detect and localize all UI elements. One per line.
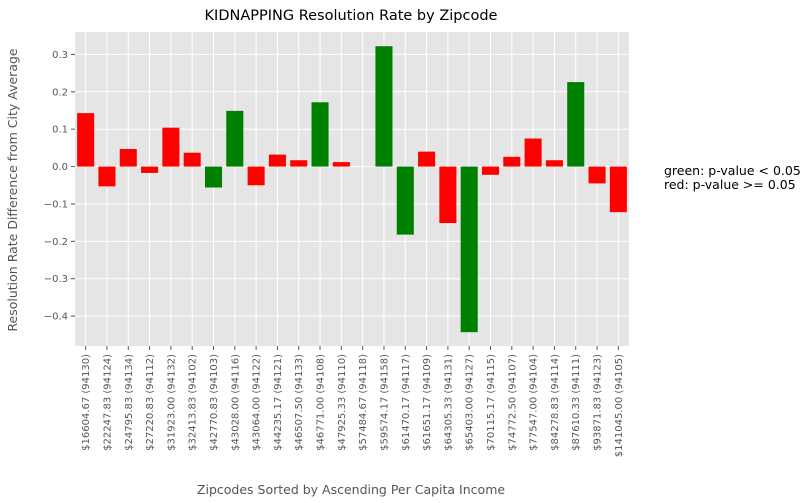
x-tick-label: $77547.00 (94104) <box>529 354 540 451</box>
x-tick-label: $46771.00 (94108) <box>316 354 327 451</box>
x-tick-label: $70115.17 (94115) <box>486 354 497 451</box>
legend-note-red: red: p-value >= 0.05 <box>664 177 796 192</box>
bar <box>290 160 308 167</box>
bar <box>418 151 436 167</box>
plot-area <box>75 32 629 346</box>
x-tick-label: $42770.83 (94103) <box>209 354 220 451</box>
x-tick-label: $64305.33 (94131) <box>443 354 454 451</box>
x-tick-label: $93871.83 (94123) <box>593 354 604 451</box>
y-tick-label: −0.1 <box>44 199 68 210</box>
bar <box>247 166 265 186</box>
y-axis-label: Resolution Rate Difference from City Ave… <box>5 48 20 332</box>
y-tick-label: −0.4 <box>44 312 68 323</box>
chart-title: KIDNAPPING Resolution Rate by Zipcode <box>205 8 498 24</box>
x-tick-label: $59574.17 (94158) <box>379 354 390 451</box>
y-axis-ticks: −0.4 −0.3 −0.2 −0.1 0.0 0.1 0.2 0.3 <box>44 50 75 323</box>
x-tick-label: $22247.83 (94124) <box>102 354 113 451</box>
bar <box>588 166 606 184</box>
x-tick-label: $44235.17 (94121) <box>273 354 284 451</box>
x-tick-label: $61470.17 (94117) <box>401 354 412 451</box>
x-tick-label: $43064.00 (94122) <box>252 354 263 451</box>
bar <box>460 166 478 333</box>
x-axis-ticks: $16604.67 (94130) $22247.83 (94124) $24795… <box>81 346 625 457</box>
bar <box>204 166 223 188</box>
bar <box>567 82 585 167</box>
bar <box>524 138 542 167</box>
bar <box>503 156 521 167</box>
bar <box>609 166 627 213</box>
bar <box>396 166 414 235</box>
x-tick-label: $31923.00 (94132) <box>166 354 177 451</box>
x-tick-label: $61651.17 (94109) <box>422 354 433 451</box>
x-tick-label: $27220.83 (94112) <box>145 354 156 451</box>
x-tick-label: $65403.00 (94127) <box>465 354 476 451</box>
y-tick-label: 0.3 <box>52 50 68 61</box>
bar <box>375 46 393 167</box>
bar <box>545 160 563 167</box>
y-tick-label: −0.3 <box>44 274 68 285</box>
x-tick-label: $84278.83 (94114) <box>550 354 561 451</box>
y-tick-label: 0.2 <box>52 87 68 98</box>
x-tick-label: $87610.33 (94111) <box>571 354 582 451</box>
bar <box>77 113 95 167</box>
x-tick-label: $74772.50 (94107) <box>507 354 518 451</box>
bar <box>311 102 329 167</box>
bar <box>481 166 500 175</box>
x-tick-label: $16604.67 (94130) <box>81 354 92 451</box>
bar <box>119 149 137 167</box>
bars <box>77 46 627 333</box>
y-tick-label: 0.0 <box>52 162 68 173</box>
x-tick-label: $57484.67 (94118) <box>358 354 369 451</box>
bar <box>183 152 201 167</box>
legend-note-green: green: p-value < 0.05 <box>664 163 801 178</box>
x-tick-label: $46507.50 (94133) <box>294 354 305 451</box>
bar <box>268 154 286 167</box>
bar <box>226 110 244 167</box>
bar <box>141 166 159 173</box>
bar <box>162 127 180 167</box>
bar <box>439 166 457 224</box>
x-tick-label: $141045.00 (94105) <box>614 354 625 457</box>
x-tick-label: $47925.33 (94110) <box>337 354 348 451</box>
x-tick-label: $32413.83 (94102) <box>188 354 199 451</box>
y-tick-label: −0.2 <box>44 237 68 248</box>
y-tick-label: 0.1 <box>52 125 68 136</box>
x-axis-label: Zipcodes Sorted by Ascending Per Capita … <box>197 482 505 497</box>
x-tick-label: $43028.00 (94116) <box>230 354 241 451</box>
x-tick-label: $24795.83 (94134) <box>124 354 135 451</box>
bar <box>98 166 116 187</box>
bar <box>332 162 350 167</box>
